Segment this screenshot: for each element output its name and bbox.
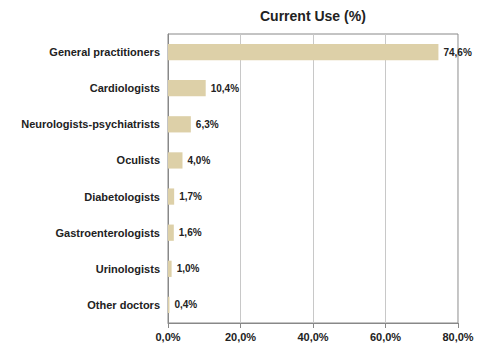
svg-text:6,3%: 6,3% — [196, 119, 219, 130]
svg-text:4,0%: 4,0% — [188, 155, 211, 166]
svg-text:Oculists: Oculists — [117, 154, 160, 166]
svg-text:Urinologists: Urinologists — [96, 263, 160, 275]
svg-text:60,0%: 60,0% — [370, 331, 401, 343]
svg-text:General practitioners: General practitioners — [49, 46, 160, 58]
svg-text:Cardiologists: Cardiologists — [90, 82, 160, 94]
svg-text:Neurologists-psychiatrists: Neurologists-psychiatrists — [21, 118, 160, 130]
svg-text:Diabetologists: Diabetologists — [84, 191, 160, 203]
svg-text:Other doctors: Other doctors — [87, 299, 160, 311]
svg-text:Current Use (%): Current Use (%) — [260, 8, 366, 24]
svg-text:80,0%: 80,0% — [442, 331, 473, 343]
svg-text:1,0%: 1,0% — [177, 263, 200, 274]
svg-text:1,7%: 1,7% — [179, 191, 202, 202]
svg-text:20,0%: 20,0% — [225, 331, 256, 343]
svg-text:Gastroenterologists: Gastroenterologists — [55, 227, 160, 239]
svg-text:74,6%: 74,6% — [443, 47, 471, 58]
svg-text:1,6%: 1,6% — [179, 227, 202, 238]
svg-text:0,0%: 0,0% — [155, 331, 180, 343]
svg-text:40,0%: 40,0% — [297, 331, 328, 343]
svg-text:0,4%: 0,4% — [174, 299, 197, 310]
svg-text:10,4%: 10,4% — [211, 83, 239, 94]
